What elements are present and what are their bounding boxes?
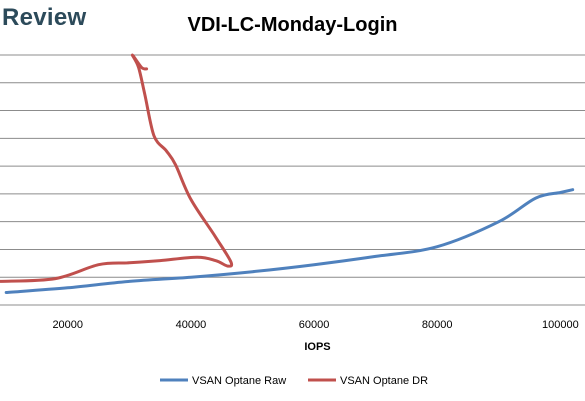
x-tick-label: 20000 [52, 319, 83, 331]
legend-label: VSAN Optane Raw [192, 375, 286, 387]
chart-title: VDI-LC-Monday-Login [187, 14, 398, 36]
x-tick-label: 40000 [176, 319, 207, 331]
x-tick-label: 60000 [299, 319, 330, 331]
x-tick-label: 100000 [542, 319, 579, 331]
x-tick-label: 80000 [422, 319, 453, 331]
legend-label: VSAN Optane DR [340, 375, 428, 387]
series-line-optane-dr [0, 53, 234, 283]
legend: VSAN Optane Raw VSAN Optane DR [160, 375, 428, 387]
brand-logo-text: Review [2, 4, 87, 31]
x-axis-ticks: 20000 40000 60000 80000 100000 [52, 319, 578, 331]
series-line-optane-raw [4, 188, 575, 294]
x-axis-label: IOPS [304, 341, 330, 353]
gridlines [0, 54, 585, 306]
series-lines [0, 53, 575, 294]
